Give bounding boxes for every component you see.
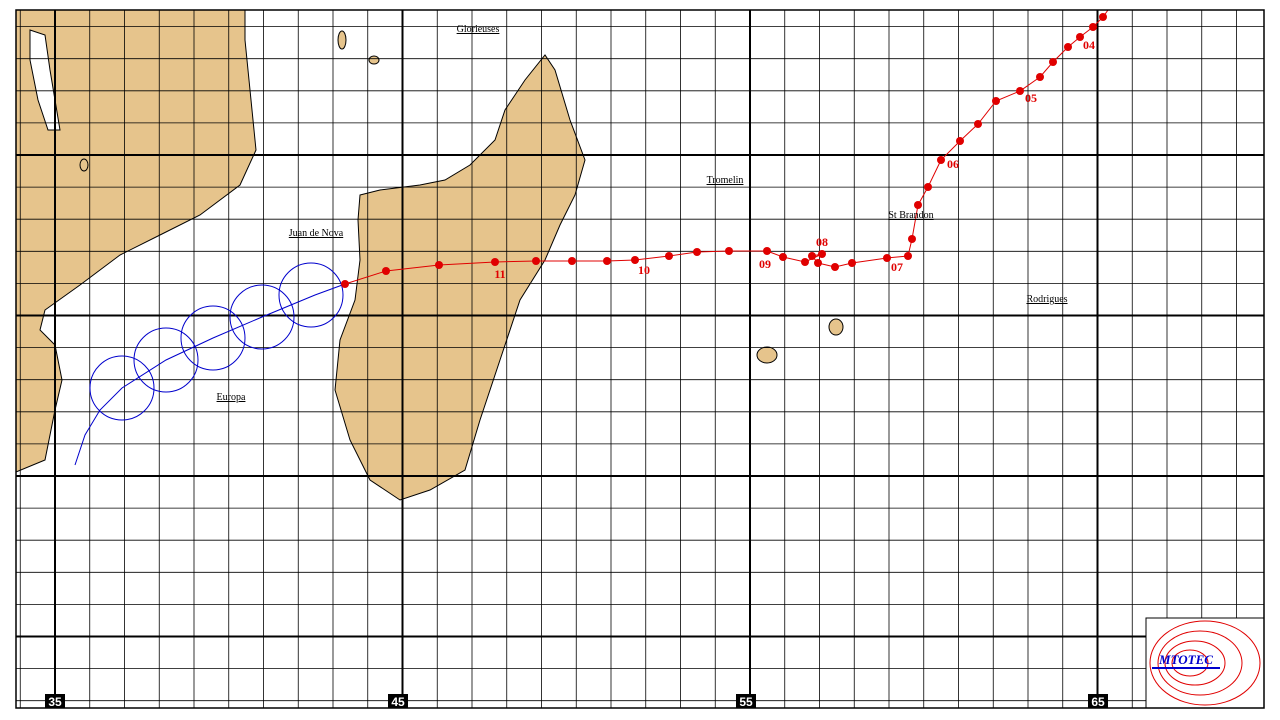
longitude-labels: 35 45 55 65 [45,694,1108,709]
place-label: Europa [217,392,246,403]
track-point [908,235,916,243]
track-point [1064,43,1072,51]
place-label: Rodrigues [1026,294,1067,305]
track-point [1076,33,1084,41]
lake [29,29,61,131]
track-point [818,250,826,258]
track-point [814,259,822,267]
logo-rings [1149,620,1261,706]
longitude-label: 65 [1091,695,1105,709]
track-point [491,258,499,266]
labels: Glorieuses Tromelin St Brandon Juan de N… [217,24,1095,403]
longitude-box [736,694,756,708]
island [368,55,380,65]
track-point [763,247,771,255]
track-point [693,248,701,256]
track-point [568,257,576,265]
uncertainty-circle [180,305,246,371]
track-point [924,183,932,191]
track-point [532,257,540,265]
longitude-label: 45 [391,695,405,709]
frame [15,9,1265,709]
longitude-label: 55 [739,695,753,709]
place-label: Tromelin [707,175,744,186]
track-point [883,254,891,262]
island [79,158,89,172]
track-point [665,252,673,260]
place-label: Juan de Nova [289,228,344,239]
land [15,9,844,501]
track-point [808,252,816,260]
mauritius [828,318,844,336]
uncertainty-circle [278,262,344,328]
track-point [341,280,349,288]
day-label: 05 [1025,91,1037,105]
track-point [603,257,611,265]
place-label: Glorieuses [457,24,500,35]
track-point [914,201,922,209]
uncertainty-circle [229,284,295,350]
day-label: 08 [816,235,828,249]
africa [15,9,257,473]
madagascar [334,54,586,501]
grid [16,10,1264,708]
forecast-track [74,283,346,466]
track-point [1099,13,1107,21]
uncertainty-circle [133,327,199,393]
track-point [956,137,964,145]
track-point [1089,23,1097,31]
track-point [831,263,839,271]
blue-track [74,262,346,466]
track-point [725,247,733,255]
track-point [1036,73,1044,81]
day-label: 11 [494,267,505,281]
longitude-box [1088,694,1108,708]
day-label: 10 [638,263,650,277]
track-point [992,97,1000,105]
longitude-box [45,694,65,708]
track-point [631,256,639,264]
track-point [974,120,982,128]
track-point [1049,58,1057,66]
logo-box [1145,617,1265,709]
track-points [341,13,1107,288]
island [337,30,347,50]
track-point [848,259,856,267]
place-label: St Brandon [888,210,933,221]
track-point [904,252,912,260]
track-point [1016,87,1024,95]
track-point [382,267,390,275]
day-label: 04 [1083,38,1095,52]
logo: MTOTEC [1145,617,1265,709]
longitude-label: 35 [48,695,62,709]
track-point [801,258,809,266]
track-point [779,253,787,261]
track-point [435,261,443,269]
day-label: 06 [947,157,959,171]
day-label: 09 [759,257,771,271]
track-point [937,156,945,164]
reunion [756,346,778,364]
day-label: 07 [891,260,903,274]
longitude-box [388,694,408,708]
uncertainty-circle [89,355,155,421]
logo-text: MTOTEC [1158,652,1213,667]
